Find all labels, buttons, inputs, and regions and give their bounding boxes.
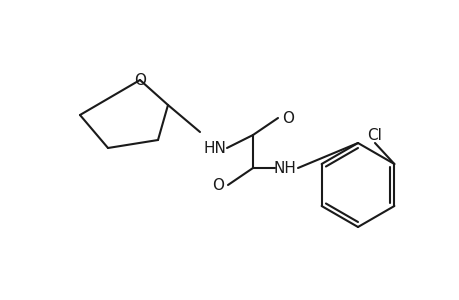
Text: O: O <box>281 110 293 125</box>
Text: Cl: Cl <box>367 128 381 142</box>
Text: HN: HN <box>203 140 226 155</box>
Text: O: O <box>212 178 224 193</box>
Text: O: O <box>134 73 146 88</box>
Text: NH: NH <box>273 160 296 175</box>
